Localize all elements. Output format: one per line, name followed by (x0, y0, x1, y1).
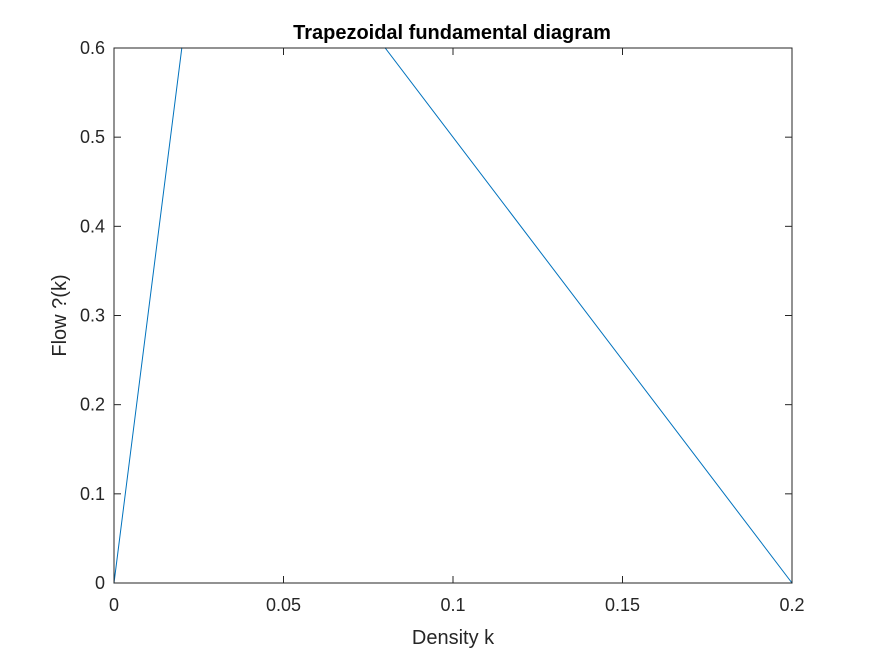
x-tick-label: 0.05 (266, 595, 301, 615)
y-tick-label: 0.4 (80, 216, 105, 236)
chart-title: Trapezoidal fundamental diagram (293, 22, 611, 44)
x-axis-label: Density k (412, 627, 495, 649)
axes-box (113, 47, 793, 584)
x-tick-label: 0.15 (605, 595, 640, 615)
y-tick-label: 0.3 (80, 306, 105, 326)
plot-area (114, 48, 792, 583)
x-tick-label: 0.2 (779, 595, 804, 615)
y-tick-label: 0.6 (80, 38, 105, 58)
y-tick-label: 0.1 (80, 484, 105, 504)
y-tick-label: 0.2 (80, 395, 105, 415)
y-tick-label: 0.5 (80, 127, 105, 147)
x-tick-label: 0.1 (440, 595, 465, 615)
y-tick-label: 0 (95, 573, 105, 593)
tick-labels: 0 0.05 0.1 0.15 0.2 0 0.1 0.2 0.3 0.4 0.5 0.6 (80, 38, 805, 615)
y-axis-label: Flow ?(k) (49, 274, 71, 356)
x-tick-label: 0 (109, 595, 119, 615)
